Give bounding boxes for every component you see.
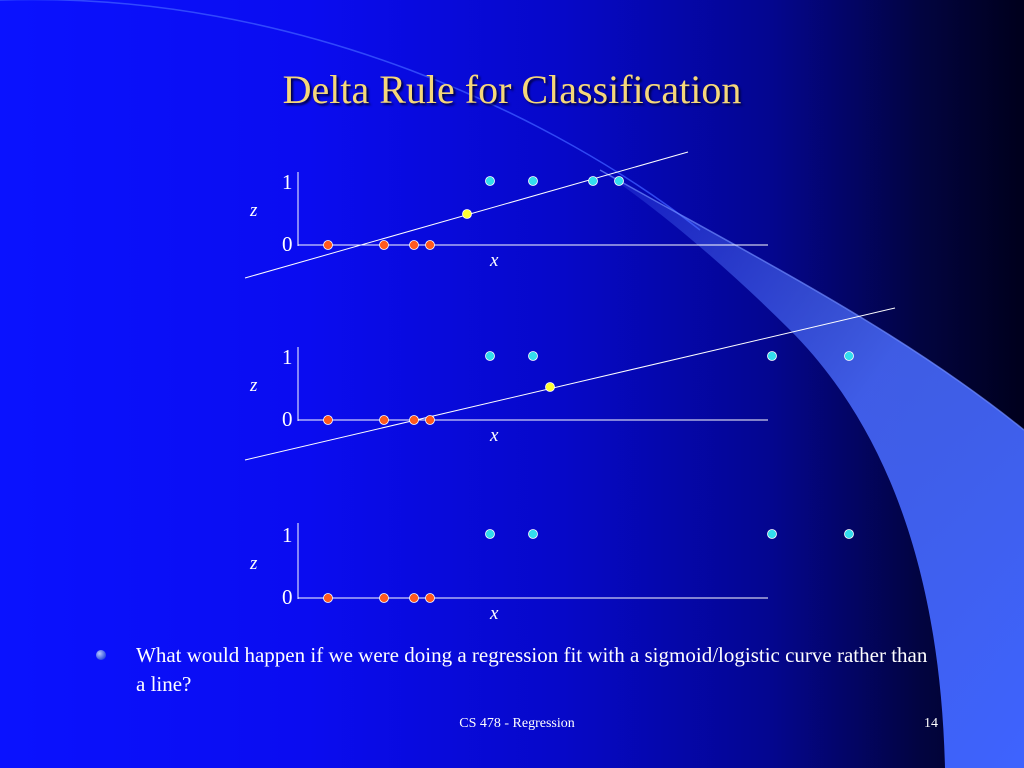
class-1-point (614, 176, 624, 186)
y-axis-label: z (250, 375, 258, 396)
class-1-point (528, 529, 538, 539)
plot-panel-1: 1 0 z x (230, 150, 910, 300)
x-axis-label: x (490, 250, 499, 271)
regression-line (244, 307, 896, 461)
class-1-point (485, 529, 495, 539)
y-tick-label: 0 (282, 585, 293, 609)
class-1-point (528, 176, 538, 186)
y-tick-label: 1 (282, 345, 293, 369)
predicted-point (462, 209, 472, 219)
class-0-point (323, 240, 333, 250)
class-0-point (409, 593, 419, 603)
class-0-point (425, 240, 435, 250)
class-0-point (409, 415, 419, 425)
x-axis-label: x (490, 425, 499, 446)
class-1-point (844, 351, 854, 361)
x-axis-label: x (490, 603, 499, 624)
predicted-point (545, 382, 555, 392)
class-1-point (528, 351, 538, 361)
slide-title: Delta Rule for Classification (282, 67, 742, 112)
bullet-icon (96, 650, 106, 660)
plot-panel-2: 1 0 z x (230, 307, 910, 475)
bullet-text: What would happen if we were doing a reg… (136, 643, 928, 696)
class-0-point (425, 415, 435, 425)
class-1-point (485, 351, 495, 361)
y-axis-label: z (250, 200, 258, 221)
class-0-point (379, 415, 389, 425)
plot-3-svg (297, 523, 854, 603)
y-tick-label: 0 (282, 407, 293, 431)
class-1-point (485, 176, 495, 186)
y-tick-label: 1 (282, 170, 293, 194)
page-number: 14 (924, 716, 938, 731)
class-1-point (767, 351, 777, 361)
y-axis-label: z (250, 553, 258, 574)
class-1-point (588, 176, 598, 186)
plot-2-svg (244, 307, 896, 461)
class-1-point (767, 529, 777, 539)
plot-1-svg (244, 151, 768, 279)
class-0-point (379, 240, 389, 250)
footer-course-label: CS 478 - Regression (459, 716, 575, 731)
class-0-point (425, 593, 435, 603)
class-1-point (844, 529, 854, 539)
class-0-point (409, 240, 419, 250)
class-0-point (323, 415, 333, 425)
class-0-point (379, 593, 389, 603)
y-tick-label: 1 (282, 523, 293, 547)
class-0-point (323, 593, 333, 603)
y-tick-label: 0 (282, 232, 293, 256)
plot-panel-3: 1 0 z x (230, 503, 910, 653)
